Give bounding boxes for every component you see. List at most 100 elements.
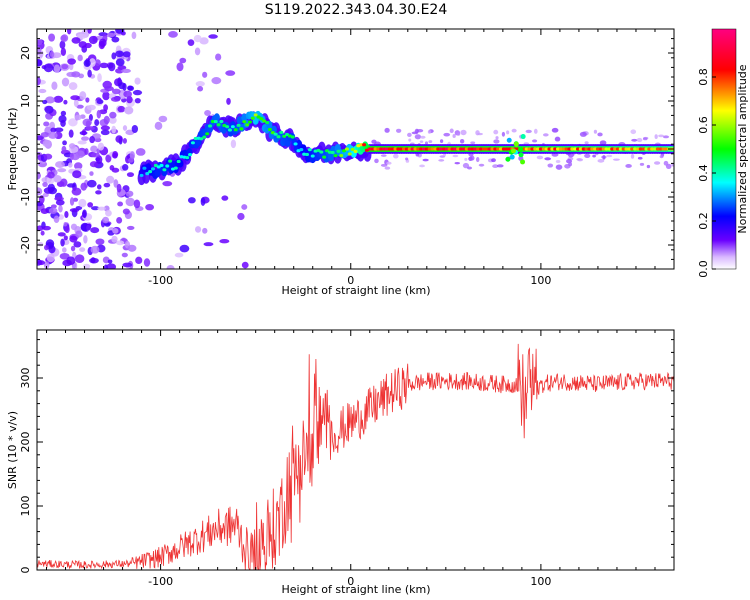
noise-cell	[49, 121, 56, 130]
snr-panel: -100 0 100 0 100 200 300 Height of straight li…	[6, 329, 675, 596]
ridge-core	[353, 149, 358, 154]
ridge-core	[185, 155, 190, 160]
noise-cell	[103, 182, 111, 188]
ridge-core	[265, 120, 270, 125]
noise-cell	[606, 154, 613, 158]
noise-cell	[197, 86, 204, 92]
noise-cell	[100, 125, 110, 131]
ridge-core	[433, 147, 438, 151]
snr-series-line	[37, 343, 674, 570]
ridge-core	[501, 147, 506, 151]
ridge-core	[652, 147, 657, 151]
noise-cell	[597, 132, 603, 137]
noise-cell	[671, 164, 674, 167]
snr-plot-area	[37, 343, 674, 570]
noise-cell	[396, 128, 402, 133]
ridge-core	[590, 147, 595, 151]
noise-cell	[48, 33, 56, 42]
ridge-core	[421, 147, 426, 151]
noise-cell	[501, 131, 506, 137]
noise-cell	[116, 183, 122, 193]
noise-cell	[81, 136, 90, 141]
noise-cell	[602, 155, 606, 160]
noise-cell	[74, 254, 85, 264]
colorbar-tick-label: 0.6	[697, 116, 710, 134]
noise-cell	[636, 137, 643, 143]
noise-cell	[109, 111, 117, 119]
ridge-core	[633, 147, 638, 151]
ridge-core	[273, 132, 278, 136]
spectrogram-ytick-label: 10	[19, 94, 32, 108]
ridge-core	[276, 135, 281, 139]
ridge-core	[473, 147, 478, 151]
noise-cell	[456, 132, 461, 136]
noise-cell	[202, 71, 208, 78]
ridge-core	[205, 132, 210, 136]
noise-cell	[424, 141, 429, 145]
noise-cell	[427, 129, 432, 134]
noise-cell	[102, 216, 110, 224]
ridge-core	[416, 147, 421, 151]
noise-cell	[43, 187, 54, 194]
ridge-core	[233, 128, 238, 132]
colorbar-tick-label: 0.4	[697, 164, 710, 182]
ridge-core	[299, 147, 304, 152]
ridge-core	[333, 154, 338, 158]
ridge-core	[593, 147, 598, 151]
noise-cell	[69, 197, 75, 206]
colorbar-gradient	[712, 29, 736, 269]
noise-cell	[37, 59, 43, 67]
ridge-core	[350, 147, 355, 152]
ridge-core	[367, 147, 372, 151]
noise-cell	[71, 187, 82, 196]
ridge-core	[496, 147, 501, 151]
ridge-cell	[236, 116, 243, 125]
noise-cell	[194, 226, 202, 233]
noise-cell	[42, 192, 49, 198]
noise-cell	[493, 139, 500, 144]
noise-cell	[533, 128, 538, 134]
ridge-core	[541, 147, 546, 151]
ridge-core	[242, 120, 247, 124]
spectrogram-ytick-label: 20	[19, 46, 32, 60]
ridge-core	[564, 147, 569, 151]
ridge-core	[139, 173, 144, 178]
ridge-core	[145, 172, 150, 176]
ridge-core	[578, 147, 583, 151]
ridge-core	[376, 147, 381, 151]
ridge-core	[647, 147, 652, 151]
noise-cell	[111, 125, 117, 134]
ridge-core	[342, 149, 347, 153]
noise-cell	[126, 225, 135, 230]
noise-cell	[57, 168, 67, 173]
noise-cell	[77, 33, 87, 39]
spectrogram-xtick-label: -100	[148, 274, 173, 287]
noise-cell	[96, 99, 104, 105]
ridge-core	[493, 147, 498, 151]
ridge-core	[347, 152, 352, 156]
noise-cell	[194, 47, 201, 56]
noise-cell	[48, 207, 58, 214]
ridge-core	[165, 164, 170, 168]
noise-cell	[115, 135, 123, 143]
noise-cell	[79, 247, 86, 252]
ridge-core	[259, 117, 264, 121]
noise-cell	[115, 68, 124, 74]
noise-cell	[85, 126, 95, 131]
noise-cell	[422, 158, 429, 162]
ridge-core	[230, 125, 235, 129]
ridge-cell	[520, 134, 526, 140]
ridge-core	[638, 147, 643, 151]
noise-cell	[428, 140, 433, 143]
ridge-core	[285, 132, 290, 137]
noise-cell	[107, 259, 113, 264]
ridge-core	[658, 147, 663, 151]
noise-cell	[68, 82, 78, 91]
noise-cell	[62, 140, 67, 146]
noise-cell	[380, 163, 388, 167]
ridge-core	[573, 147, 578, 151]
noise-cell	[83, 59, 91, 68]
noise-cell	[77, 140, 87, 145]
noise-cell	[59, 40, 66, 49]
noise-cell	[579, 131, 587, 137]
